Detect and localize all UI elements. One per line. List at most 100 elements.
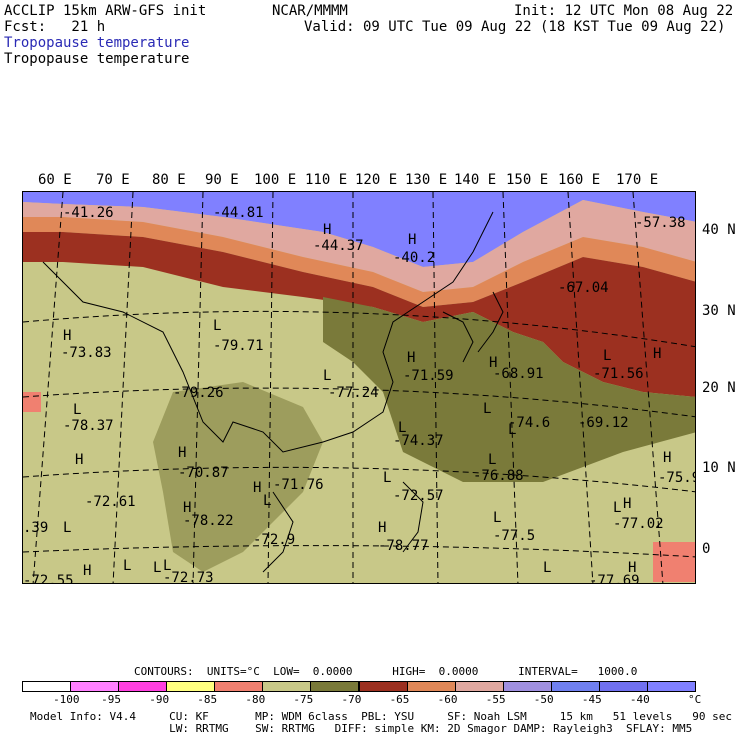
lat-label: 20 N xyxy=(702,380,736,396)
parallel-0 xyxy=(23,545,695,558)
colorbar-swatch xyxy=(166,681,216,692)
field-title-primary: Tropopause temperature xyxy=(4,35,190,51)
contour-value: -72.55 xyxy=(23,573,74,584)
contour-value: -78.22 xyxy=(183,513,234,529)
meridian-70e xyxy=(32,192,64,583)
colorbar-swatch xyxy=(262,681,312,692)
high-marker: H xyxy=(663,450,671,466)
lon-label: 100 E xyxy=(254,172,297,188)
colorbar-swatch xyxy=(502,681,552,692)
lon-label: 90 E xyxy=(205,172,239,188)
contour-value: -70.87 xyxy=(178,465,229,481)
contour-value: -72.9 xyxy=(253,532,295,548)
low-marker: L xyxy=(543,560,551,576)
low-marker: L xyxy=(73,402,81,418)
contour-value: -74.6 xyxy=(508,415,550,431)
high-marker: H xyxy=(628,560,636,576)
contour-value: -40.2 xyxy=(393,250,435,266)
contour-value: -78.37 xyxy=(63,418,114,434)
malay-coastline xyxy=(262,491,294,573)
colorbar-tick-label: -85 xyxy=(197,693,218,706)
colorbar-tick-label: -50 xyxy=(533,693,554,706)
low-marker: L xyxy=(603,348,611,364)
meridian-120e xyxy=(432,192,439,583)
low-marker: L xyxy=(483,401,491,417)
high-marker: H xyxy=(378,520,386,536)
colorbar-swatch xyxy=(118,681,168,692)
contour-value: -79.71 xyxy=(213,338,264,354)
map-panel: -41.26 -44.81 -44.37 -40.2 -57.38 -67.04 -73.8… xyxy=(22,191,696,584)
colorbar-tick-label: -75 xyxy=(293,693,314,706)
philippines-coastline xyxy=(402,481,424,553)
low-marker: L xyxy=(63,520,71,536)
high-marker: H xyxy=(183,500,191,516)
center-name: NCAR/MMMM xyxy=(272,3,348,19)
forecast-hour: Fcst: 21 h xyxy=(4,19,106,35)
contour-value: -77.69 xyxy=(589,573,640,584)
meridian-90e xyxy=(192,192,204,583)
contour-value-labels: -41.26 -44.81 -44.37 -40.2 -57.38 -67.04 -73.8… xyxy=(23,205,696,584)
asia-coastline xyxy=(42,211,494,453)
low-marker: L xyxy=(213,318,221,334)
band-olive-east xyxy=(323,297,695,482)
colorbar-swatch xyxy=(550,681,600,692)
contours-info: CONTOURS: UNITS=°C LOW= 0.0000 HIGH= 0.0… xyxy=(134,665,638,678)
low-marker: L xyxy=(488,452,496,468)
model-title: ACCLIP 15km ARW-GFS init xyxy=(4,3,207,19)
contour-value: .39 xyxy=(23,520,48,536)
high-marker: H xyxy=(489,355,497,371)
high-marker: H xyxy=(253,480,261,496)
lon-label: 170 E xyxy=(616,172,659,188)
colorbar-swatch xyxy=(406,681,456,692)
contour-value: -71.59 xyxy=(403,368,454,384)
map-svg: -41.26 -44.81 -44.37 -40.2 -57.38 -67.04 -73.8… xyxy=(23,192,696,584)
low-marker: L xyxy=(508,422,516,438)
colorbar-swatch xyxy=(310,681,360,692)
lon-label: 160 E xyxy=(558,172,601,188)
lon-label: 120 E xyxy=(355,172,398,188)
band-light-pink xyxy=(23,200,695,292)
high-marker: H xyxy=(83,563,91,579)
low-marker: L xyxy=(493,510,501,526)
lat-label: 0 xyxy=(702,541,711,557)
contour-value: -71.56 xyxy=(593,366,644,382)
contour-value: -77.02 xyxy=(613,516,664,532)
meridian-130e xyxy=(502,192,519,583)
contour-value: -73.83 xyxy=(61,345,112,361)
band-olive-southeast-asia xyxy=(153,382,323,572)
colorbar-swatch xyxy=(70,681,120,692)
parallel-30n xyxy=(23,310,695,348)
japan-coastline xyxy=(477,291,504,353)
contour-value: -79.26 xyxy=(173,385,224,401)
colorbar-tick-label: -60 xyxy=(437,693,458,706)
band-salmon xyxy=(23,217,695,307)
lat-label: 10 N xyxy=(702,460,736,476)
colorbar-tick-label: -100 xyxy=(53,693,80,706)
contour-value: -41.26 xyxy=(63,205,114,221)
contour-value: -57.38 xyxy=(635,215,686,231)
low-marker: L xyxy=(613,500,621,516)
meridian-80e xyxy=(112,192,134,583)
lat-label: 30 N xyxy=(702,303,736,319)
model-info-line-1: Model Info: V4.4 CU: KF MP: WDM 6class P… xyxy=(30,710,732,723)
contour-value: -67.04 xyxy=(558,280,609,296)
colorbar-tick-label: -70 xyxy=(341,693,362,706)
lon-label: 130 E xyxy=(405,172,448,188)
warm-spot-southeast xyxy=(653,542,695,582)
colorbar-tick-label: -55 xyxy=(485,693,506,706)
lon-label: 60 E xyxy=(38,172,72,188)
lat-label: 40 N xyxy=(702,222,736,238)
contour-value: -78.77 xyxy=(378,538,429,554)
contour-value: -77.24 xyxy=(328,385,379,401)
colorbar-tick-label: -90 xyxy=(149,693,170,706)
meridian-100e xyxy=(267,192,274,583)
colorbar-swatch xyxy=(358,681,408,692)
contour-value: -75.9 xyxy=(658,470,696,486)
colorbar-swatch xyxy=(454,681,504,692)
high-marker: H xyxy=(63,328,71,344)
contour-value: -74.37 xyxy=(393,433,444,449)
high-marker: H xyxy=(75,452,83,468)
contour-value: -76.88 xyxy=(473,468,524,484)
colorbar-swatch xyxy=(646,681,696,692)
